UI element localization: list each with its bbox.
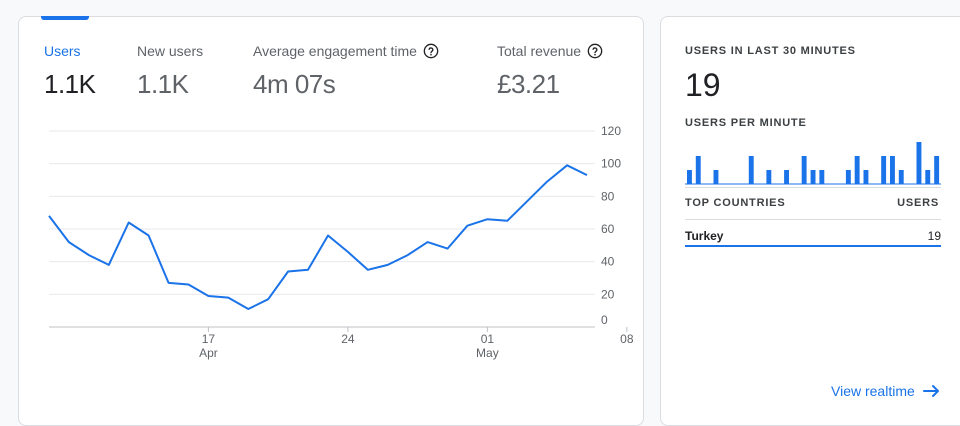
metric-new-users[interactable]: New users 1.1K [137,43,203,100]
y-tick-label: 0 [601,313,608,327]
x-tick-label: 17 [202,332,216,346]
per-minute-bar[interactable] [854,156,860,184]
users-series-line[interactable] [48,164,588,310]
per-minute-bar[interactable] [695,156,701,184]
per-minute-bar[interactable] [925,170,931,184]
help-icon[interactable] [423,43,439,59]
per-minute-bar[interactable] [898,170,904,184]
country-name: Turkey [685,229,724,243]
per-minute-bar[interactable] [687,170,692,184]
country-users: 19 [927,229,941,243]
per-minute-bar[interactable] [863,170,869,184]
per-minute-bar[interactable] [934,156,940,184]
per-minute-bar[interactable] [748,156,754,184]
help-icon[interactable] [587,43,603,59]
x-tick-month-label: Apr [199,346,218,360]
y-tick-label: 40 [601,255,615,269]
metric-value: £3.21 [497,69,560,99]
x-tick-month-label: May [476,346,499,360]
overview-card: Users 1.1K New users 1.1K Average engage… [18,16,644,426]
country-row[interactable]: Turkey 19 [685,227,941,247]
metric-value: 1.1K [137,69,189,99]
per-minute-bar[interactable] [890,156,895,184]
per-minute-bar[interactable] [819,170,825,184]
y-tick-label: 20 [601,287,615,301]
per-minute-bar[interactable] [713,170,719,184]
y-tick-label: 120 [601,125,621,138]
users-header: USERS [897,197,939,209]
y-tick-label: 80 [601,189,615,203]
realtime-user-count: 19 [685,67,721,103]
metric-label: Users [44,43,81,59]
metric-total-revenue[interactable]: Total revenue £3.21 [497,43,603,100]
y-tick-label: 100 [601,157,621,171]
realtime-card: USERS IN LAST 30 MINUTES 19 USERS PER MI… [660,16,960,426]
realtime-title: USERS IN LAST 30 MINUTES [685,45,856,57]
per-minute-bar[interactable] [801,156,807,184]
view-realtime-label: View realtime [831,383,915,399]
metric-engagement-time[interactable]: Average engagement time 4m 07s [253,43,439,100]
per-minute-bar[interactable] [784,170,789,184]
metric-label: Average engagement time [253,43,417,59]
per-minute-bar[interactable] [845,170,851,184]
metric-label: Total revenue [497,43,582,59]
x-tick-label: 08 [620,332,634,346]
per-minute-bar[interactable] [881,156,887,184]
per-minute-bar[interactable] [810,170,816,184]
per-minute-title: USERS PER MINUTE [685,117,807,129]
view-realtime-link[interactable]: View realtime [831,383,941,399]
per-minute-bar[interactable] [916,142,922,184]
divider [685,187,941,188]
divider [685,219,941,220]
countries-header: TOP COUNTRIES [685,197,786,209]
metric-label-row: Average engagement time [253,43,439,59]
x-tick-label: 01 [481,332,495,346]
users-per-minute-chart [685,142,941,185]
arrow-right-icon [922,385,939,397]
y-tick-label: 60 [601,222,615,236]
metric-label-row: Total revenue [497,43,603,59]
per-minute-bar[interactable] [766,170,772,184]
x-tick-label: 24 [341,332,355,346]
tab-indicator [41,16,89,20]
metric-label: New users [137,43,204,59]
metric-value: 4m 07s [253,69,336,99]
metric-value: 1.1K [44,69,96,99]
metric-users[interactable]: Users 1.1K [44,43,96,100]
